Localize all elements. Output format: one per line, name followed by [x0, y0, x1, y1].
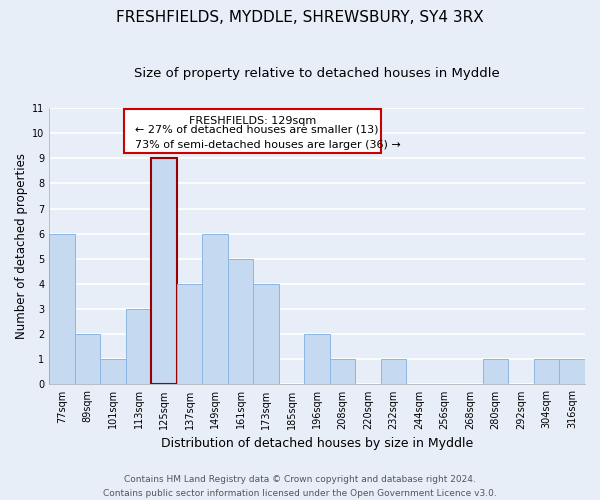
Bar	[202, 234, 228, 384]
Bar	[177, 284, 202, 384]
Bar	[534, 360, 559, 384]
Text: FRESHFIELDS: 129sqm: FRESHFIELDS: 129sqm	[189, 116, 316, 126]
Bar	[381, 360, 406, 384]
Text: Contains HM Land Registry data © Crown copyright and database right 2024.
Contai: Contains HM Land Registry data © Crown c…	[103, 476, 497, 498]
Text: 73% of semi-detached houses are larger (36) →: 73% of semi-detached houses are larger (…	[135, 140, 401, 150]
Y-axis label: Number of detached properties: Number of detached properties	[15, 153, 28, 339]
Text: FRESHFIELDS, MYDDLE, SHREWSBURY, SY4 3RX: FRESHFIELDS, MYDDLE, SHREWSBURY, SY4 3RX	[116, 10, 484, 25]
Bar	[228, 259, 253, 384]
Bar	[126, 309, 151, 384]
Bar	[330, 360, 355, 384]
Bar	[151, 158, 177, 384]
Bar	[100, 360, 126, 384]
X-axis label: Distribution of detached houses by size in Myddle: Distribution of detached houses by size …	[161, 437, 473, 450]
Bar	[483, 360, 508, 384]
Text: ← 27% of detached houses are smaller (13): ← 27% of detached houses are smaller (13…	[135, 124, 379, 134]
Bar	[75, 334, 100, 384]
FancyBboxPatch shape	[124, 110, 382, 153]
Title: Size of property relative to detached houses in Myddle: Size of property relative to detached ho…	[134, 68, 500, 80]
Bar	[253, 284, 279, 384]
Bar	[49, 234, 75, 384]
Bar	[304, 334, 330, 384]
Bar	[559, 360, 585, 384]
